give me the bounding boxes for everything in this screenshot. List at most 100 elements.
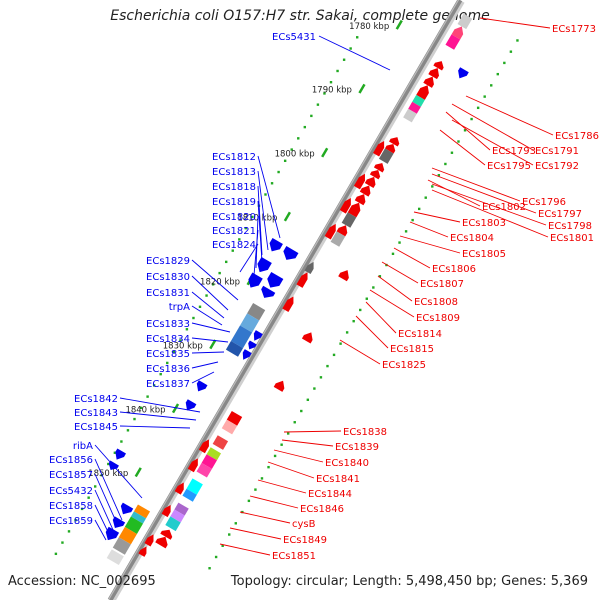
gene-label-left: ECs1845: [74, 422, 118, 433]
tick-dot: [444, 162, 447, 166]
gene-arrow: [248, 340, 257, 350]
gene-label-right: ECs1825: [382, 360, 426, 371]
gene-arrow: [353, 173, 365, 190]
gene-label-right: ECs1798: [548, 221, 592, 232]
gene-label-right: ECs1796: [522, 197, 566, 208]
gene-label-left: ECs1837: [146, 379, 190, 390]
gene-label-right: ECs1809: [416, 313, 460, 324]
gene-label-right: ECs1841: [316, 474, 360, 485]
tick-dot: [286, 432, 290, 435]
scale-label: 1800 kbp: [275, 150, 315, 160]
leader-line: [257, 479, 307, 494]
leader-line: [465, 95, 554, 136]
tick-dot: [483, 95, 486, 98]
gene-arrow: [428, 68, 439, 80]
feature-block: [221, 419, 238, 435]
leader-line: [191, 291, 225, 319]
gene-label-right: ECs1838: [343, 427, 387, 438]
leader-line: [283, 430, 342, 433]
gene-arrow: [242, 349, 252, 360]
gene-label-left: ECs1843: [74, 408, 118, 419]
leader-line: [431, 167, 521, 202]
gene-label-left: ECs1833: [146, 319, 190, 330]
leader-line: [119, 397, 201, 413]
tick-dot: [476, 106, 480, 110]
leader-line: [239, 243, 259, 273]
tick-dot: [218, 271, 221, 275]
tick-dot: [120, 440, 123, 443]
tick-dot: [470, 117, 473, 121]
tick-dot: [323, 92, 326, 95]
gene-label-right: ECs1839: [335, 442, 379, 453]
tick-dot: [345, 331, 349, 334]
tick-dot: [496, 72, 499, 76]
scale-label: 1780 kbp: [349, 22, 389, 32]
gene-label-left: ECs1835: [146, 349, 190, 360]
gene-label-right: ECs1792: [535, 161, 579, 172]
tick-dot: [342, 58, 346, 61]
gene-arrow: [273, 380, 285, 392]
gene-arrow: [347, 202, 361, 218]
leader-line: [191, 305, 223, 326]
leader-line: [191, 371, 215, 384]
leader-line: [409, 221, 449, 238]
gene-label-left: ECs1836: [146, 364, 190, 375]
gene-label-left: ECs5432: [49, 486, 93, 497]
gene-arrow: [336, 225, 348, 237]
accession-text: Accession: NC_002695: [8, 574, 156, 589]
gene-arrow: [423, 76, 434, 88]
tick-dot: [231, 249, 234, 252]
gene-arrow: [257, 256, 272, 273]
leader-line: [191, 322, 231, 333]
gene-arrow: [187, 458, 198, 473]
tick-dot: [329, 81, 333, 84]
tick-dot: [221, 544, 224, 547]
gene-label-right: ECs1806: [432, 264, 476, 275]
gene-arrow: [359, 185, 371, 197]
gene-arrow: [198, 439, 209, 454]
tick-dot: [113, 451, 117, 454]
tick-dot: [152, 384, 156, 387]
feature-block: [133, 504, 151, 519]
tick-dot: [404, 230, 408, 233]
tick-dot: [290, 148, 293, 151]
feature-block: [378, 148, 394, 164]
tick-dot: [332, 353, 336, 357]
tick-dot: [146, 395, 149, 398]
leader-line: [257, 155, 281, 239]
tick-dot: [293, 421, 296, 424]
gene-arrow: [384, 144, 396, 154]
tick-dot: [349, 47, 352, 50]
leader-line: [119, 425, 191, 429]
tick-dot: [424, 196, 427, 199]
tick-dot: [319, 376, 323, 379]
leader-line: [267, 461, 315, 479]
leader-line: [431, 173, 537, 214]
tick-dot: [316, 103, 320, 106]
scale-label: 1810 kbp: [237, 214, 277, 224]
gene-arrow: [248, 272, 263, 288]
gene-arrow: [253, 330, 263, 341]
gene-arrow: [269, 237, 283, 252]
gene-arrow: [160, 529, 173, 540]
leader-line: [94, 458, 123, 521]
gene-arrow: [301, 332, 313, 344]
gene-label-left: ECs5431: [272, 32, 316, 43]
leader-line: [257, 170, 269, 251]
tick-dot: [437, 174, 441, 177]
tick-dot: [139, 406, 143, 410]
tick-dot: [273, 454, 277, 458]
tick-dot: [61, 541, 64, 544]
feature-block: [182, 488, 197, 502]
tick-dot: [107, 462, 110, 466]
gene-arrow: [144, 534, 154, 547]
tick-dot: [225, 260, 228, 264]
tick-dot: [300, 409, 303, 413]
tick-dot: [411, 218, 414, 222]
feature-block: [226, 411, 243, 426]
gene-arrow: [364, 176, 376, 189]
tick-dot: [214, 555, 218, 559]
tick-dot: [74, 518, 77, 522]
